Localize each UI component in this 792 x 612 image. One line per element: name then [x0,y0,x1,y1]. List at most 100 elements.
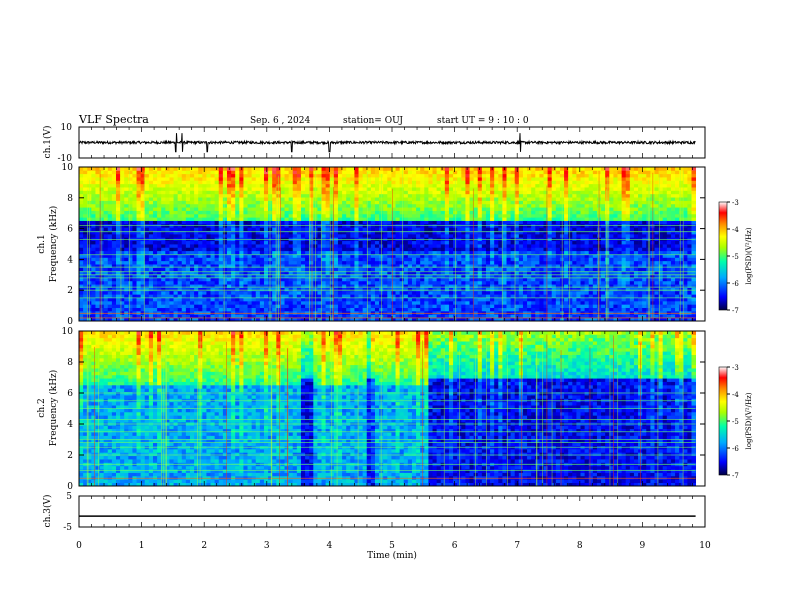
spectrogram-cell [366,260,372,265]
spectrogram-cell [132,183,137,188]
spectrogram-cell [194,267,199,272]
spectrogram-cell [358,297,364,302]
spectrogram-cell [494,277,499,282]
spectrogram-cell [136,247,142,252]
spectrogram-cell [387,260,392,265]
spectrogram-cell [498,290,503,295]
spectrogram-cell [309,183,314,188]
spectrogram-cell [140,300,146,305]
spectrogram-cell [510,274,516,278]
spectrogram-cell [161,230,166,235]
spectrogram-cell [428,177,433,181]
spectrogram-cell [329,274,335,278]
spectrogram-cell [132,317,137,322]
spectrogram-cell [358,294,364,298]
spectrogram-cell [490,274,495,278]
spectrogram-cell [391,220,396,225]
spectrogram-cell [469,284,475,288]
spectrogram-cell [247,284,253,288]
spectrogram-cell [79,197,84,201]
spectrogram-cell [469,270,475,275]
spectrogram-cell [161,250,166,255]
spectrogram-cell [329,304,335,309]
spectrogram-cell [325,213,331,218]
spectrogram-cell [440,207,446,211]
spectrogram-cell [416,210,421,215]
spectrogram-cell [280,230,285,235]
spectrogram-cell [144,274,150,278]
spectrogram-cell [518,254,524,258]
spectrogram-cell [181,213,187,218]
spectrogram-cell [280,244,285,248]
spectrogram-cell [391,170,396,175]
spectrogram-cell [490,267,495,272]
spectrogram-cell [321,287,327,292]
spectrogram-cell [194,257,199,262]
spectrogram-cell [165,200,170,205]
spectrogram-cell [305,300,310,305]
spectrogram-cell [210,207,216,211]
spectrogram-cell [490,257,495,262]
spectrogram-cell [161,187,166,191]
spectrogram-cell [317,317,322,322]
spectrogram-cell [461,310,466,315]
spectrogram-cell [514,274,520,278]
spectrogram-cell [424,197,429,201]
spectrogram-cell [120,187,125,191]
spectrogram-cell [477,314,483,319]
spectrogram-cell [136,267,142,272]
spectrogram-cell [91,254,96,258]
spectrogram-cell [169,280,174,285]
spectrogram-cell [268,284,273,288]
spectrogram-cell [83,193,88,198]
spectrogram-cell [309,257,314,262]
spectrogram-cell [300,217,306,221]
spectrogram-cell [231,250,236,255]
spectrogram-cell [416,247,421,252]
spectrogram-cell [506,250,512,255]
spectrogram-cell [498,217,503,221]
spectrogram-cell [124,264,129,268]
spectrogram-cell [152,257,158,262]
spectrogram-cell [342,254,347,258]
spectrogram-cell [461,267,466,272]
spectrogram-cell [83,277,88,282]
spectrogram-cell [202,207,207,211]
spectrogram-cell [481,173,487,178]
spectrogram-cell [354,187,359,191]
spectrogram-cell [411,314,417,319]
spectrogram-cell [358,217,364,221]
spectrogram-cell [321,227,327,232]
spectrogram-cell [424,277,429,282]
spectrogram-cell [231,230,236,235]
spectrogram-cell [358,190,364,195]
spectrogram-cell [132,300,137,305]
spectrogram-cell [206,267,211,272]
spectrogram-cell [457,270,462,275]
spectrogram-cell [420,187,425,191]
spectrogram-cell [325,257,331,262]
spectrogram-cell [218,284,224,288]
spectrogram-cell [120,250,125,255]
spectrogram-cell [522,317,528,322]
spectrogram-cell [498,200,503,205]
spectrogram-cell [247,227,253,232]
spectrogram-cell [481,247,487,252]
spectrogram-cell [448,183,454,188]
spectrogram-cell [506,317,512,322]
spectrogram-cell [148,183,154,188]
spectrogram-cell [490,310,495,315]
spectrogram-cell [395,233,401,238]
spectrogram-cell [432,280,438,285]
spectrogram-cell [494,200,499,205]
spectrogram-cell [276,167,281,171]
spectrogram-cell [399,277,405,282]
spectrogram-cell [169,300,174,305]
spectrogram-cell [300,197,306,201]
spectrogram-cell [305,290,310,295]
spectrogram-cell [300,240,306,245]
spectrogram-cell [407,310,413,315]
spectrogram-cell [231,264,236,268]
spectrogram-cell [111,270,117,275]
spectrogram-cell [321,217,327,221]
